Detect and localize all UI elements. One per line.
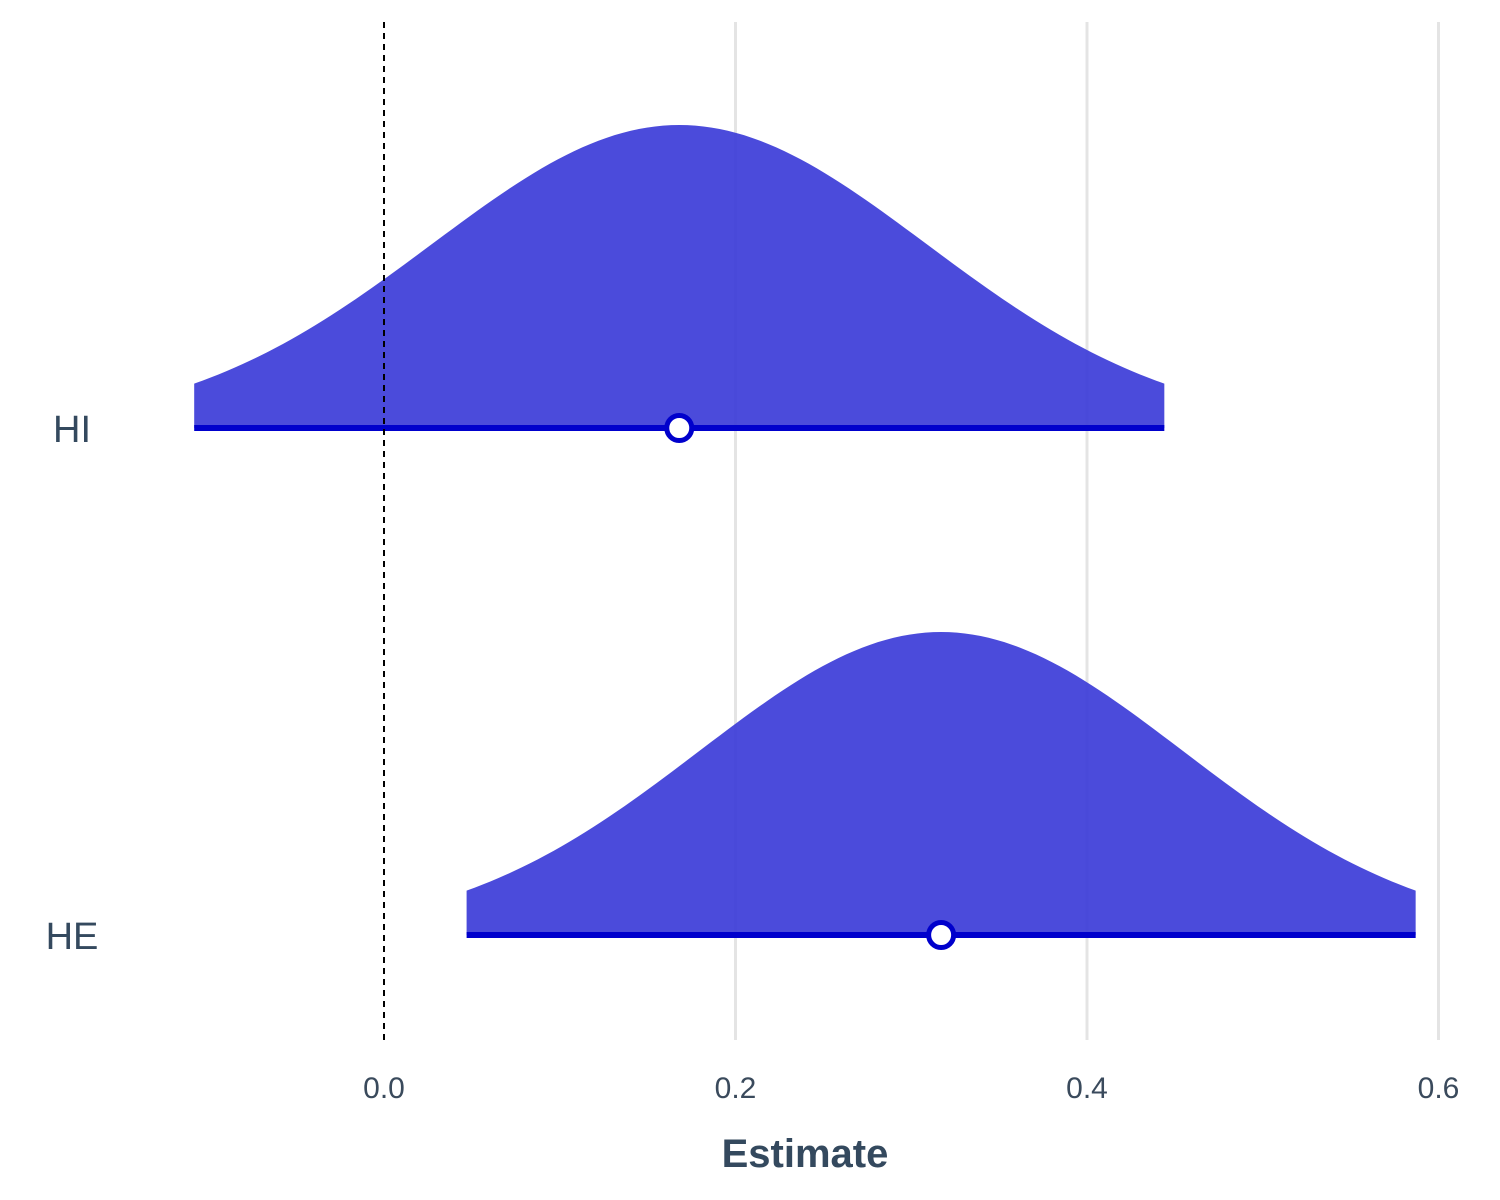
category-label-HE: HE [46,916,99,958]
density-area-HI [194,125,1165,428]
category-label-HI: HI [53,409,91,451]
category-labels: HI HE [46,409,99,958]
x-tick-label: 0.6 [1418,1072,1460,1105]
x-axis-title: Estimate [722,1132,889,1176]
series-HE [466,632,1416,950]
density-area-HE [466,632,1416,935]
point-estimate-HI [664,413,695,443]
point-estimate-HE [926,920,957,950]
x-tick-label: 0.4 [1066,1072,1108,1105]
x-tick-label: 0.0 [363,1072,405,1105]
density-series-group [194,125,1416,950]
x-tick-label: 0.2 [715,1072,757,1105]
x-tick-labels: 0.0 0.2 0.4 0.6 [363,1072,1459,1105]
series-HI [194,125,1165,443]
